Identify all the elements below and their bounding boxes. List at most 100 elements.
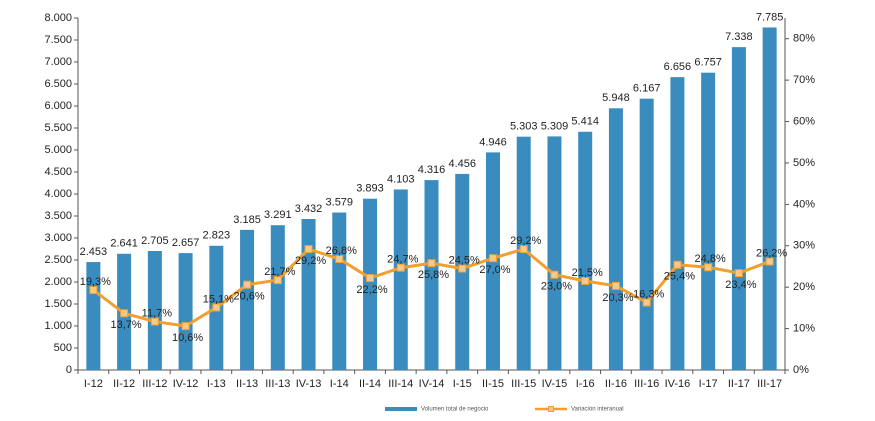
x-tick-label: IV-14 — [419, 378, 445, 390]
x-tick-label: III-13 — [265, 378, 290, 390]
bar — [424, 180, 439, 370]
x-tick-label: III-17 — [757, 378, 782, 390]
line-value-label: 26,8% — [326, 245, 357, 257]
bar-value-label: 5.948 — [602, 92, 630, 104]
line-value-label: 20,6% — [233, 291, 264, 303]
bar-value-label: 3.579 — [326, 196, 354, 208]
line-value-label: 19,3% — [80, 276, 111, 288]
x-tick-label: IV-13 — [296, 378, 322, 390]
bar-value-label: 2.823 — [203, 230, 231, 242]
line-value-label: 25,8% — [418, 269, 449, 281]
line-marker — [335, 255, 344, 264]
line-value-label: 16,3% — [633, 288, 664, 300]
line-marker — [427, 259, 436, 268]
line-marker — [212, 303, 221, 312]
bar — [240, 229, 255, 370]
line-marker — [734, 269, 743, 278]
bar — [701, 72, 716, 370]
bar-value-label: 6.167 — [633, 83, 661, 95]
y-tick-label: 4.500 — [44, 166, 72, 178]
x-tick-label: I-15 — [453, 378, 472, 390]
y-tick-label: 5.500 — [44, 122, 72, 134]
line-marker — [550, 270, 559, 279]
bar-value-label: 3.185 — [233, 214, 261, 226]
bar-value-label: 5.309 — [541, 120, 569, 132]
x-tick-label: II-17 — [728, 378, 750, 390]
bar-value-label: 7.785 — [756, 11, 784, 23]
line-value-label: 21,5% — [572, 267, 603, 279]
y-tick-label: 0 — [66, 364, 72, 376]
y2-tick-label: 60% — [793, 115, 815, 127]
y-tick-label: 4.000 — [44, 188, 72, 200]
bar-value-label: 2.453 — [80, 246, 108, 258]
line-value-label: 23,0% — [541, 281, 572, 293]
line-marker — [150, 317, 159, 326]
x-tick-label: III-14 — [388, 378, 413, 390]
bar — [670, 77, 685, 371]
bar-value-label: 2.657 — [172, 237, 200, 249]
legend-label: Variación interanual — [571, 407, 624, 413]
y-tick-label: 7.500 — [44, 34, 72, 46]
y2-tick-label: 0% — [793, 364, 809, 376]
bar-value-label: 2.705 — [141, 235, 169, 247]
y-tick-label: 3.000 — [44, 232, 72, 244]
line-marker — [611, 281, 620, 290]
y-tick-label: 3.500 — [44, 210, 72, 222]
x-tick-label: II-12 — [113, 378, 135, 390]
bar-value-label: 5.303 — [510, 121, 538, 133]
bar-value-label: 6.757 — [694, 57, 722, 69]
line-marker — [458, 264, 467, 273]
line-value-label: 21,7% — [264, 266, 295, 278]
x-tick-label: I-13 — [207, 378, 226, 390]
bar — [332, 212, 347, 370]
bar — [393, 189, 408, 370]
x-tick-label: II-16 — [605, 378, 627, 390]
line-marker — [581, 276, 590, 285]
line-marker — [366, 274, 375, 283]
y-tick-label: 6.000 — [44, 100, 72, 112]
line-marker — [120, 309, 129, 318]
bar-value-label: 2.641 — [110, 238, 138, 250]
x-tick-label: III-12 — [142, 378, 167, 390]
y-tick-label: 1.500 — [44, 298, 72, 310]
x-tick-label: II-13 — [236, 378, 258, 390]
legend-label: Volumen total de negocio — [421, 407, 489, 413]
bar-value-label: 6.656 — [664, 61, 692, 73]
line-marker — [642, 298, 651, 307]
bar — [301, 218, 316, 370]
bar-value-label: 4.103 — [387, 173, 415, 185]
y2-tick-label: 40% — [793, 198, 815, 210]
bar — [147, 250, 162, 370]
y-tick-label: 6.500 — [44, 78, 72, 90]
x-tick-label: II-15 — [482, 378, 504, 390]
bar-value-label: 4.316 — [418, 164, 446, 176]
line-value-label: 15,1% — [203, 293, 234, 305]
bar — [363, 198, 378, 370]
x-tick-label: IV-15 — [542, 378, 568, 390]
x-tick-label: I-12 — [84, 378, 103, 390]
y-tick-label: 7.000 — [44, 56, 72, 68]
line-value-label: 24,8% — [695, 253, 726, 265]
x-tick-label: IV-12 — [173, 378, 199, 390]
x-tick-label: III-16 — [634, 378, 659, 390]
line-value-label: 27,0% — [479, 264, 510, 276]
line-value-label: 29,2% — [510, 235, 541, 247]
y2-tick-label: 10% — [793, 322, 815, 334]
bar — [516, 136, 531, 370]
y-tick-label: 2.500 — [44, 254, 72, 266]
line-marker — [704, 263, 713, 272]
line-value-label: 29,2% — [295, 255, 326, 267]
line-value-label: 24,7% — [387, 254, 418, 266]
x-tick-label: IV-16 — [665, 378, 691, 390]
line-marker — [765, 257, 774, 266]
x-tick-label: I-14 — [330, 378, 349, 390]
y-tick-label: 500 — [54, 342, 72, 354]
line-marker — [304, 245, 313, 254]
bar — [270, 225, 285, 370]
bar — [762, 27, 777, 371]
line-marker — [519, 245, 528, 254]
line-value-label: 13,7% — [111, 319, 142, 331]
line-marker — [396, 263, 405, 272]
y-tick-label: 5.000 — [44, 144, 72, 156]
line-value-label: 20,3% — [602, 292, 633, 304]
